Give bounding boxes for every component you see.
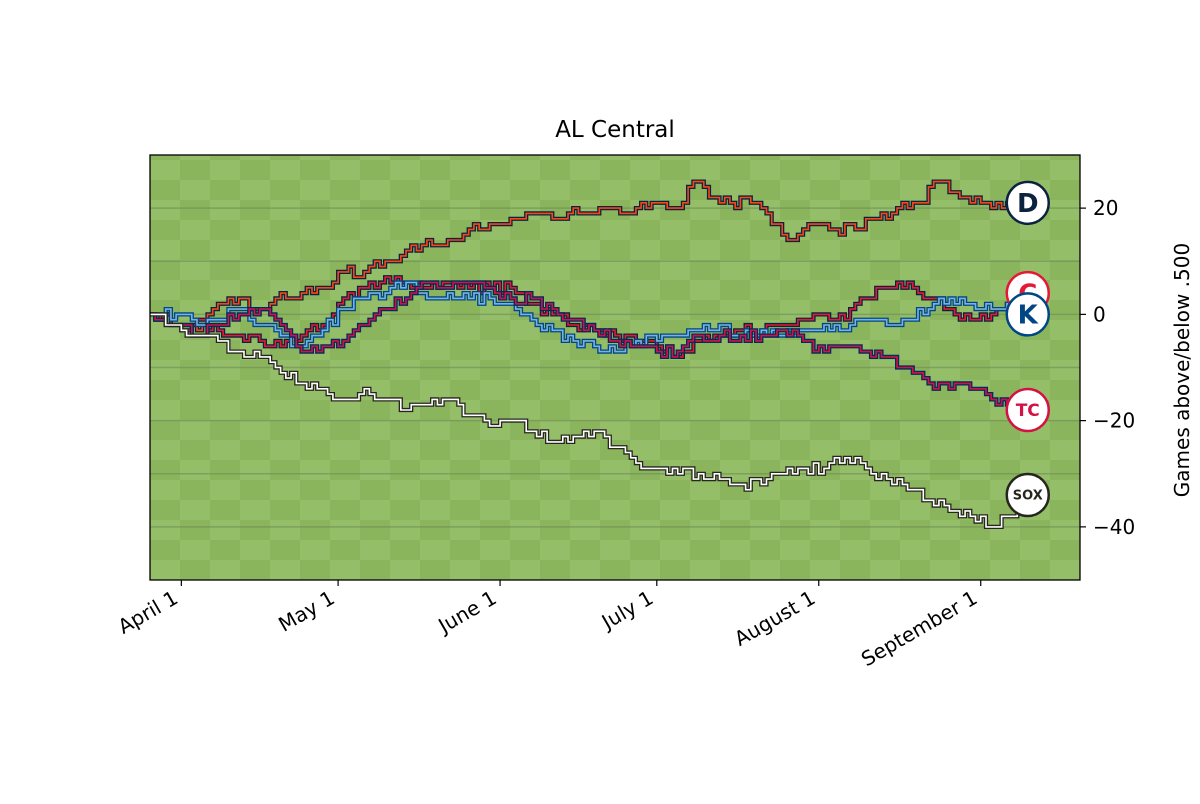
y-axis-label: Games above/below .500 bbox=[1170, 243, 1194, 497]
grid-layer bbox=[150, 207, 1080, 528]
y-tick-label: 0 bbox=[1093, 302, 1106, 326]
series-layer bbox=[150, 179, 1030, 529]
x-tick-label: May 1 bbox=[274, 586, 338, 637]
logo-layer: DCKTCSOX bbox=[1005, 180, 1051, 518]
y-tick-label: −20 bbox=[1093, 409, 1135, 433]
x-tick-label: July 1 bbox=[596, 586, 657, 635]
team-logo-letter: SOX bbox=[1013, 489, 1043, 504]
tigers-logo-icon: D bbox=[1005, 180, 1051, 226]
twins-logo-icon: TC bbox=[1005, 387, 1051, 433]
x-tick-label: September 1 bbox=[857, 586, 981, 672]
team-logo-letter: TC bbox=[1016, 401, 1040, 421]
x-tick-label: June 1 bbox=[433, 586, 501, 639]
white-sox-logo-icon: SOX bbox=[1005, 472, 1051, 518]
series-line-twins bbox=[150, 281, 1029, 417]
series-line-tigers bbox=[150, 180, 1029, 332]
team-logo-badge bbox=[1005, 180, 1051, 226]
y-tick-label: −40 bbox=[1093, 515, 1135, 539]
team-logo-badge bbox=[1005, 292, 1051, 337]
chart-title: AL Central bbox=[555, 117, 675, 143]
y-tick-label: 20 bbox=[1093, 196, 1118, 220]
x-tick-label: April 1 bbox=[114, 586, 182, 639]
series-line-white-sox bbox=[150, 313, 1029, 528]
series-line-royals bbox=[150, 281, 1028, 353]
team-logo-badge bbox=[1005, 472, 1051, 518]
team-logo-letter: D bbox=[1017, 189, 1039, 219]
royals-logo-icon: K bbox=[1005, 292, 1051, 337]
x-tick-label: August 1 bbox=[730, 586, 819, 651]
plot-frame bbox=[149, 154, 1081, 581]
team-logo-letter: K bbox=[1018, 301, 1039, 331]
team-logo-badge bbox=[1005, 387, 1051, 433]
